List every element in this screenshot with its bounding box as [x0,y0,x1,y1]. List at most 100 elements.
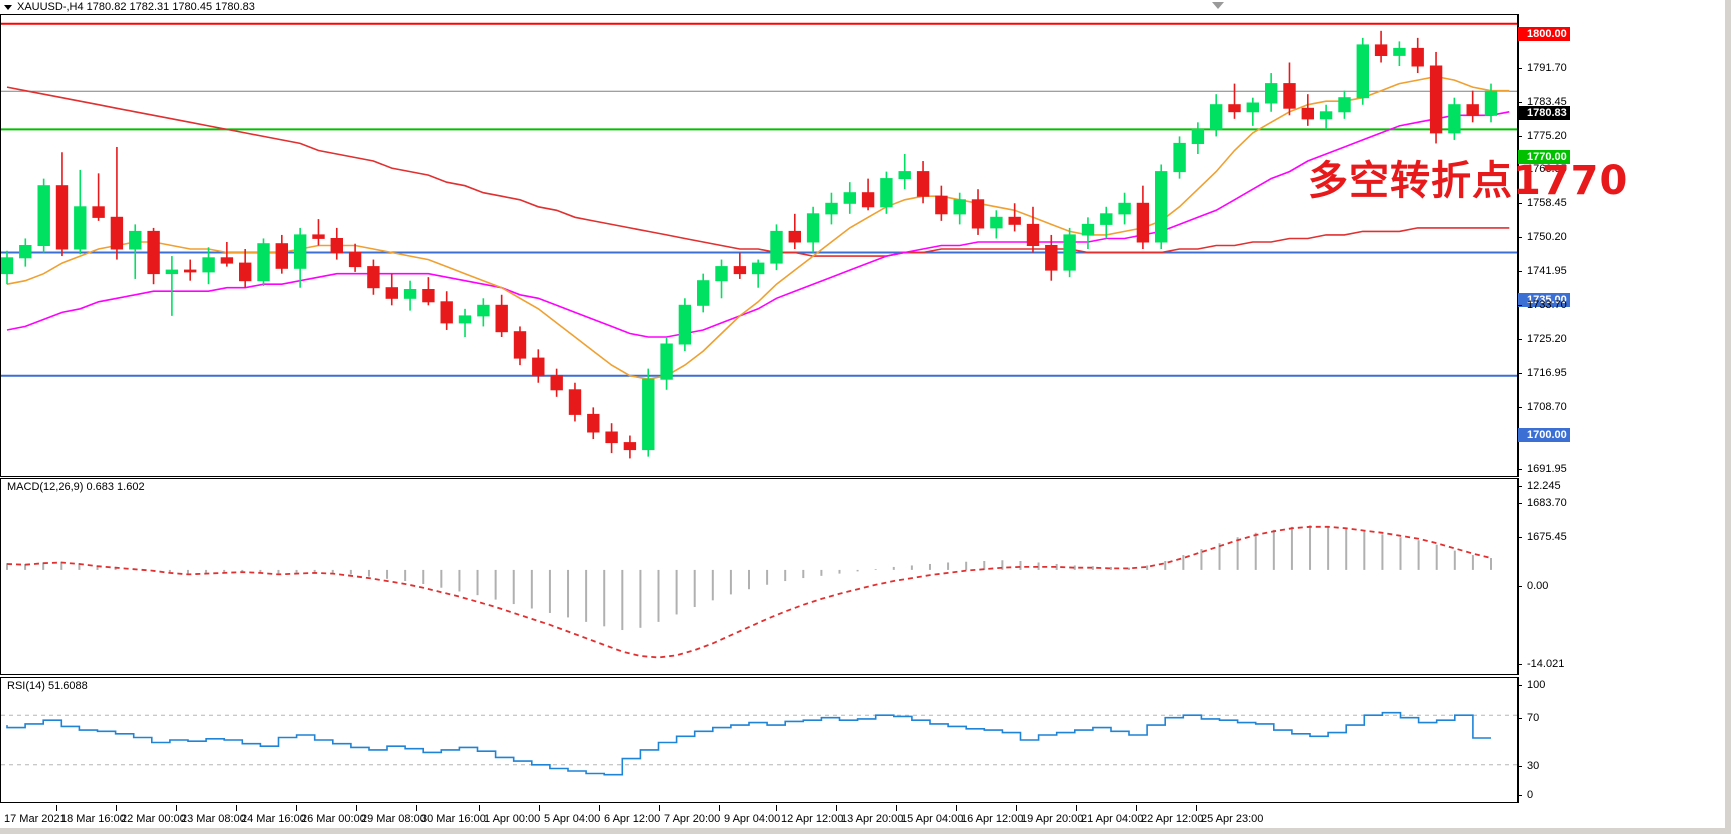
time-tick-mark [836,805,837,811]
time-tick-label: 21 Apr 04:00 [1081,813,1144,825]
time-tick-label: 16 Apr 12:00 [961,813,1024,825]
chart-annotation-text: 多空转折点1770 [1308,158,1629,204]
axis-tick-mark [1518,373,1522,374]
axis-tick-label: 1775.20 [1518,130,1567,142]
window-bottom-strip [0,828,1731,834]
axis-tick-mark [1518,136,1522,137]
axis-tick-label: 1758.45 [1518,197,1567,209]
axis-tick-label: -14.021 [1518,658,1564,670]
time-tick-label: 26 Mar 00:00 [301,813,366,825]
axis-tick-label: 1733.70 [1518,299,1567,311]
rsi-panel[interactable]: RSI(14) 51.6088 [0,677,1518,803]
triangle-down-icon[interactable] [4,4,12,10]
chart-collapse-marker-icon[interactable] [1212,2,1224,9]
macd-axis: 12.245 0.00 -14.021 [1518,478,1731,675]
axis-tick-label: 70 [1518,712,1539,724]
time-tick-label: 7 Apr 20:00 [664,813,721,825]
time-tick-mark [116,805,117,811]
axis-tick-label: 1791.70 [1518,62,1567,74]
axis-tick-label: 0.00 [1518,580,1548,592]
time-tick-label: 29 Mar 08:00 [361,813,426,825]
axis-tick-mark [1518,685,1522,686]
axis-tick-mark [1518,169,1522,170]
time-tick-mark [659,805,660,811]
macd-canvas [6,525,1492,659]
time-tick-label: 22 Apr 12:00 [1141,813,1204,825]
rsi-canvas [1,711,1517,776]
time-tick-mark [176,805,177,811]
time-tick-label: 12 Apr 12:00 [781,813,844,825]
axis-tick-label: 1766.95 [1518,163,1567,175]
axis-price-highlight: 1780.83 [1518,106,1570,120]
time-tick-label: 22 Mar 00:00 [121,813,186,825]
time-tick-label: 24 Mar 16:00 [241,813,306,825]
time-tick-mark [479,805,480,811]
axis-tick-mark [1518,537,1522,538]
rsi-axis: 100 70 30 0 [1518,677,1731,803]
price-chart-canvas [1,22,1517,459]
time-tick-mark [1076,805,1077,811]
axis-separator [1518,677,1519,803]
time-tick-mark [776,805,777,811]
axis-tick-label: 1725.20 [1518,333,1567,345]
axis-tick-label: 1750.20 [1518,231,1567,243]
axis-tick-mark [1518,486,1522,487]
axis-tick-label: 0 [1518,789,1533,801]
time-tick-mark [599,805,600,811]
time-tick-mark [1196,805,1197,811]
axis-tick-label: 1783.45 [1518,96,1567,108]
time-tick-mark [1016,805,1017,811]
axis-tick-mark [1518,469,1522,470]
axis-tick-mark [1518,503,1522,504]
time-tick-label: 17 Mar 2021 [4,813,66,825]
axis-tick-mark [1518,237,1522,238]
time-tick-label: 30 Mar 16:00 [421,813,486,825]
axis-price-highlight: 1800.00 [1518,27,1570,41]
axis-tick-label: 30 [1518,760,1539,772]
time-tick-mark [56,805,57,811]
time-tick-mark [539,805,540,811]
time-tick-label: 25 Apr 23:00 [1201,813,1264,825]
axis-tick-label: 12.245 [1518,480,1561,492]
time-tick-mark [719,805,720,811]
time-axis: 17 Mar 2021 18 Mar 16:00 22 Mar 00:00 23 Ma… [0,805,1518,834]
chart-title-bar: XAUUSD-,H4 1780.82 1782.31 1780.45 1780.… [0,0,1731,14]
axis-price-highlight: 1770.00 [1518,150,1570,164]
window-right-strip [1725,0,1731,834]
axis-tick-label: 1691.95 [1518,463,1567,475]
time-tick-label: 9 Apr 04:00 [724,813,781,825]
time-tick-label: 1 Apr 00:00 [484,813,541,825]
axis-tick-mark [1518,766,1522,767]
axis-price-highlight: 1735.00 [1518,293,1570,307]
time-tick-label: 5 Apr 04:00 [544,813,601,825]
time-tick-mark [416,805,417,811]
price-chart-panel[interactable] [0,14,1518,477]
axis-tick-mark [1518,305,1522,306]
price-axis[interactable]: 1800.00 1791.70 1783.45 1780.83 1775.20 1770.… [1518,14,1731,543]
symbol-header-label: XAUUSD-,H4 1780.82 1782.31 1780.45 1780.… [17,1,255,13]
axis-separator [1518,14,1519,477]
axis-tick-mark [1518,718,1522,719]
time-tick-label: 6 Apr 12:00 [604,813,661,825]
time-tick-label: 19 Apr 20:00 [1021,813,1084,825]
time-tick-mark [896,805,897,811]
macd-panel[interactable]: MACD(12,26,9) 0.683 1.602 [0,478,1518,675]
axis-tick-mark [1518,586,1522,587]
rsi-label: RSI(14) 51.6088 [5,680,90,692]
axis-tick-label: 1683.70 [1518,497,1567,509]
axis-tick-mark [1518,271,1522,272]
axis-tick-label: 1675.45 [1518,531,1567,543]
time-tick-mark [356,805,357,811]
time-tick-mark [236,805,237,811]
time-tick-mark [1136,805,1137,811]
macd-label: MACD(12,26,9) 0.683 1.602 [5,481,147,493]
axis-tick-mark [1518,203,1522,204]
axis-tick-label: 100 [1518,679,1545,691]
time-tick-label: 18 Mar 16:00 [61,813,126,825]
axis-tick-mark [1518,407,1522,408]
time-tick-label: 15 Apr 04:00 [901,813,964,825]
axis-tick-label: 1708.70 [1518,401,1567,413]
axis-tick-mark [1518,795,1522,796]
time-tick-mark [296,805,297,811]
